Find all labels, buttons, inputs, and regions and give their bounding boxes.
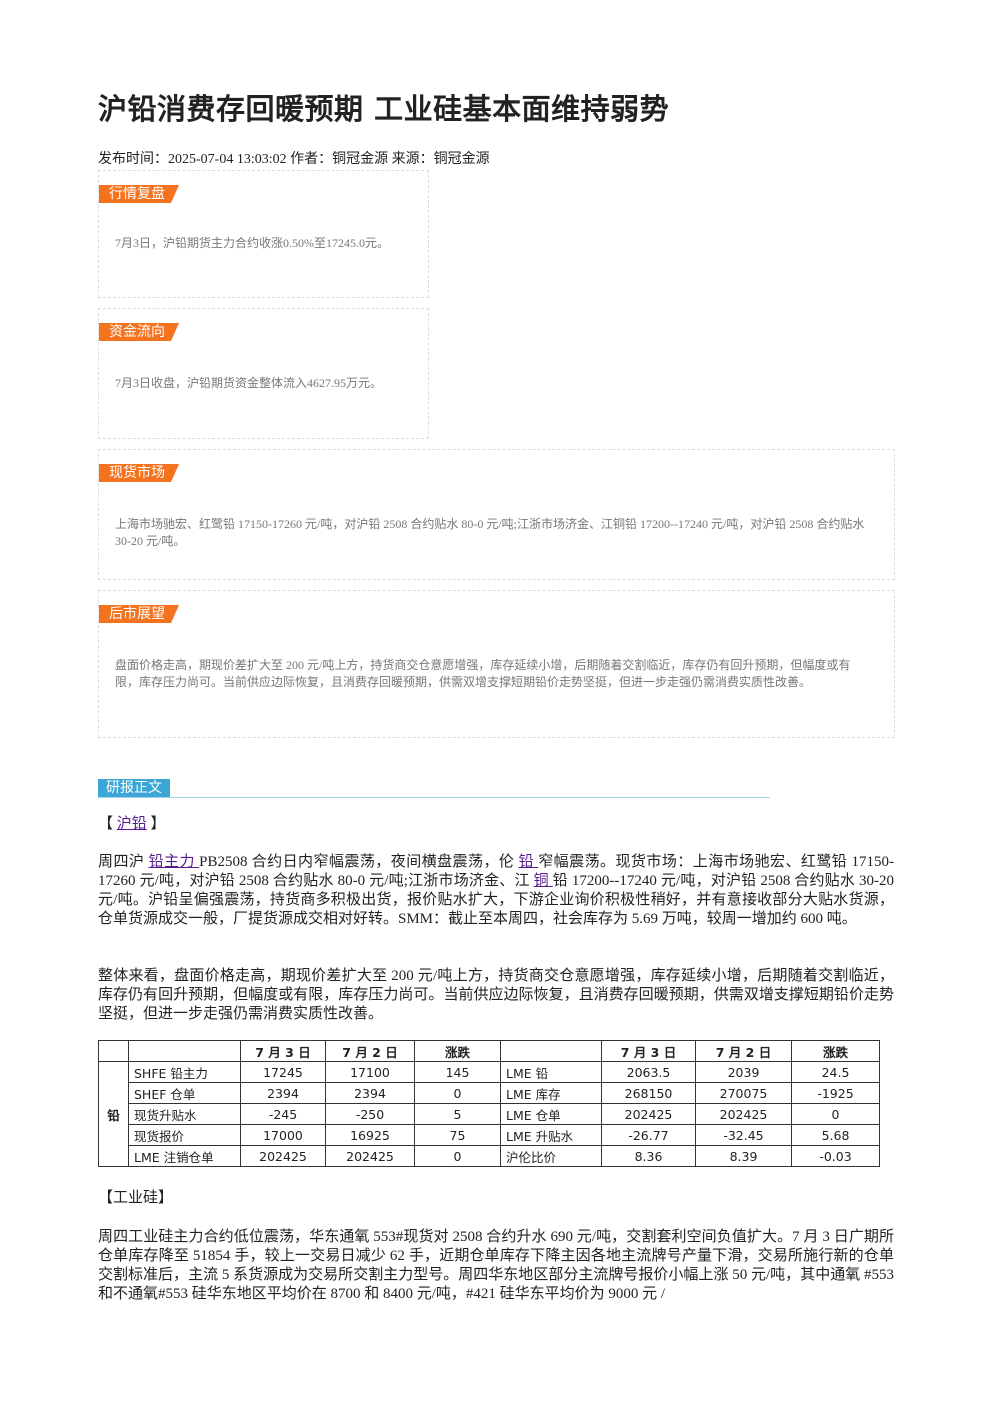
table-header: 7 月 2 日 — [695, 1040, 792, 1062]
table-header: 7 月 3 日 — [601, 1040, 696, 1062]
report-tag: 研报正文 — [98, 779, 170, 797]
table-cell — [98, 1040, 129, 1062]
table-row: 现货报价 17000 16925 75 LME 升贴水 -26.77 -32.45 5.68 — [99, 1124, 880, 1146]
divider — [98, 797, 770, 798]
table-cell: 17245 — [240, 1061, 326, 1083]
section-tag: 现货市场 — [99, 464, 179, 482]
table-cell: -0.03 — [791, 1145, 880, 1167]
table-cell: 8.39 — [695, 1145, 792, 1167]
link[interactable]: 沪铅 — [116, 816, 147, 832]
table-cell: 202425 — [695, 1103, 792, 1125]
heading: 【工业硅】 — [98, 1190, 174, 1206]
section-tag: 行情复盘 — [99, 185, 179, 203]
section-box: 后市展望 盘面价格走高，期现价差扩大至 200 元/吨上方，持货商交仓意愿增强，… — [98, 590, 895, 738]
table-cell: -245 — [240, 1103, 326, 1125]
text: 铅 17200--17240 元/吨，对沪铅 2508 合约贴水 30-20 元… — [98, 873, 894, 927]
table-cell: LME 库存 — [500, 1082, 602, 1104]
table-cell: SHFE 铅主力 — [128, 1061, 241, 1083]
table-cell: -1925 — [791, 1082, 880, 1104]
table-cell: 8.36 — [601, 1145, 696, 1167]
section-text: 上海市场驰宏、红鹭铅 17150-17260 元/吨，对沪铅 2508 合约贴水… — [115, 517, 865, 548]
paragraph: 整体来看，盘面价格走高，期现价差扩大至 200 元/吨上方，持货商交仓意愿增强，… — [98, 968, 894, 1022]
table-cell: 24.5 — [791, 1061, 880, 1083]
table-cell: 202425 — [601, 1103, 696, 1125]
table-cell: 现货报价 — [128, 1124, 241, 1146]
table-header: 7 月 3 日 — [240, 1040, 326, 1062]
table-cell: -26.77 — [601, 1124, 696, 1146]
text: 窄幅震荡。现货市场：上海市场驰宏、红鹭铅 17150-17260 元/吨，对沪铅… — [98, 854, 894, 889]
link[interactable]: 铜 — [533, 873, 553, 889]
paragraph: 周四工业硅主力合约低位震荡，华东通氧 553#现货对 2508 合约升水 690… — [98, 1229, 894, 1302]
table-cell: 17000 — [240, 1124, 326, 1146]
table-cell: 5 — [414, 1103, 501, 1125]
table-cell: LME 铅 — [500, 1061, 602, 1083]
section-text: 7月3日收盘，沪铅期货资金整体流入4627.95万元。 — [115, 376, 383, 390]
table-row: 现货升贴水 -245 -250 5 LME 仓单 202425 202425 0 — [99, 1103, 880, 1125]
section-tag: 后市展望 — [99, 605, 179, 623]
table-group-label: 铅 — [98, 1061, 129, 1167]
table-cell: -250 — [325, 1103, 415, 1125]
table-cell: 0 — [414, 1082, 501, 1104]
table-cell: 75 — [414, 1124, 501, 1146]
table-header: 涨跌 — [791, 1040, 880, 1062]
meta: 发布时间：2025-07-04 13:03:02 作者：铜冠金源 来源：铜冠金源 — [98, 152, 490, 167]
section-text: 盘面价格走高，期现价差扩大至 200 元/吨上方，持货商交仓意愿增强，库存延续小… — [115, 658, 851, 689]
table-row: 铅 SHFE 铅主力 17245 17100 145 LME 铅 2063.5 2039 24.… — [98, 1061, 880, 1167]
table-cell: LME 仓单 — [500, 1103, 602, 1125]
section-box: 行情复盘 7月3日，沪铅期货主力合约收涨0.50%至17245.0元。 — [98, 170, 429, 298]
table-cell: 5.68 — [791, 1124, 880, 1146]
table-row: SHEF 仓单 2394 2394 0 LME 库存 268150 270075 -1925 — [99, 1082, 880, 1104]
text: PB2508 合约日内窄幅震荡，夜间横盘震荡，伦 — [199, 854, 519, 870]
table-cell: SHEF 仓单 — [128, 1082, 241, 1104]
table-cell: 2394 — [325, 1082, 415, 1104]
table-cell: 202425 — [240, 1145, 326, 1167]
paragraph: 周四沪 铅主力 PB2508 合约日内窄幅震荡，夜间横盘震荡，伦 铅 窄幅震荡。… — [98, 853, 894, 929]
table-cell: LME 升贴水 — [500, 1124, 602, 1146]
table-row: LME 注销仓单 202425 202425 0 沪伦比价 8.36 8.39 -0.03 — [99, 1145, 880, 1167]
section-text: 7月3日，沪铅期货主力合约收涨0.50%至17245.0元。 — [115, 236, 389, 250]
table-cell: 145 — [414, 1061, 501, 1083]
heading: 【 沪铅 】 — [98, 815, 894, 834]
section-box: 资金流向 7月3日收盘，沪铅期货资金整体流入4627.95万元。 — [98, 308, 429, 439]
table-header: 涨跌 — [414, 1040, 501, 1062]
table-cell — [128, 1040, 241, 1062]
text: 】 — [146, 816, 166, 832]
table-cell: LME 注销仓单 — [128, 1145, 241, 1167]
table-cell: 17100 — [325, 1061, 415, 1083]
table-cell — [500, 1040, 602, 1062]
table-header: 7 月 2 日 — [325, 1040, 415, 1062]
text: 周四沪 — [98, 854, 149, 870]
table-cell: 现货升贴水 — [128, 1103, 241, 1125]
table-cell: 2039 — [695, 1061, 792, 1083]
table-cell: 2394 — [240, 1082, 326, 1104]
link[interactable]: 铅 — [518, 854, 539, 870]
section-tag: 资金流向 — [99, 323, 179, 341]
link[interactable]: 铅主力 — [148, 854, 200, 870]
table-cell: -32.45 — [695, 1124, 792, 1146]
table-cell: 202425 — [325, 1145, 415, 1167]
table-cell: 沪伦比价 — [500, 1145, 602, 1167]
table-cell: 268150 — [601, 1082, 696, 1104]
table-cell: 0 — [791, 1103, 880, 1125]
table-cell: 2063.5 — [601, 1061, 696, 1083]
section-box: 现货市场 上海市场驰宏、红鹭铅 17150-17260 元/吨，对沪铅 2508… — [98, 449, 895, 580]
table-cell: 270075 — [695, 1082, 792, 1104]
table-cell: 0 — [414, 1145, 501, 1167]
title: 沪铅消费存回暖预期 工业硅基本面维持弱势 — [98, 92, 670, 126]
text: 【 — [98, 816, 117, 832]
table-cell: 16925 — [325, 1124, 415, 1146]
